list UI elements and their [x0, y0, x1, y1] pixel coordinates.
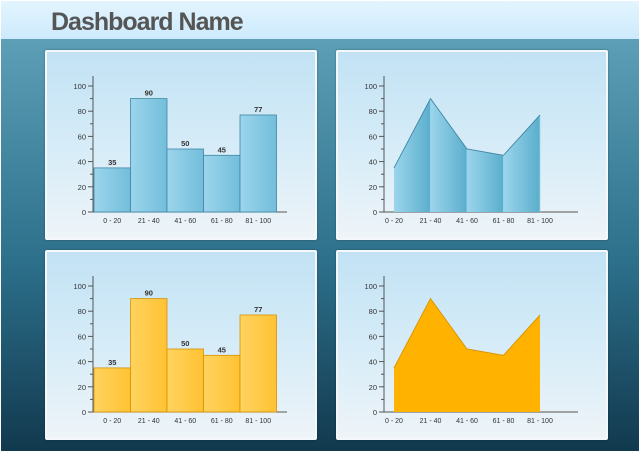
y-tick-label: 100 [364, 282, 377, 291]
x-tick-label: 0 - 20 [385, 418, 403, 425]
bar [93, 167, 131, 213]
bar [203, 154, 241, 213]
data-label: 45 [218, 345, 226, 354]
bar [93, 367, 131, 413]
y-tick-label: 40 [369, 158, 377, 167]
y-tick-label: 80 [78, 107, 86, 116]
bar-chart-orange: 0 20 40 60 80 100 35 90 50 45 77 0 - 20 21 - 40 41 - … [73, 276, 287, 425]
area-segment [430, 98, 467, 212]
x-tick-label: 41 - 60 [456, 218, 478, 225]
x-tick-label: 81 - 100 [245, 218, 271, 225]
data-label: 90 [145, 89, 153, 98]
area-segment [503, 114, 540, 212]
y-tick-label: 0 [82, 208, 86, 217]
data-label: 45 [218, 145, 226, 154]
bar [239, 114, 277, 213]
area-chart-orange: 0 20 40 60 80 100 0 - 20 21 - 40 41 - 60 61 - 80 8… [364, 276, 578, 425]
data-label: 77 [254, 105, 262, 114]
panel-area-chart-blue: 0 20 40 60 80 100 0 - 20 21 - 40 41 - 60 61 - 80 8… [336, 50, 608, 240]
y-tick-label: 60 [78, 332, 86, 341]
y-tick-label: 20 [78, 383, 86, 392]
bar [166, 148, 204, 213]
bar [166, 348, 204, 413]
y-tick-label: 80 [369, 107, 377, 116]
y-tick-label: 0 [373, 208, 377, 217]
y-tick-label: 20 [78, 183, 86, 192]
data-label: 50 [181, 139, 189, 148]
data-label: 35 [108, 158, 116, 167]
x-tick-label: 0 - 20 [103, 218, 121, 225]
y-tick-label: 60 [369, 332, 377, 341]
x-tick-label: 61 - 80 [493, 218, 515, 225]
area-chart-blue: 0 20 40 60 80 100 0 - 20 21 - 40 41 - 60 61 - 80 8… [364, 76, 578, 225]
y-tick-label: 40 [369, 358, 377, 367]
y-tick-label: 40 [78, 358, 86, 367]
panel-bar-chart-orange: 0 20 40 60 80 100 35 90 50 45 77 0 - 20 21 - 40 41 - … [45, 250, 317, 440]
x-tick-label: 81 - 100 [245, 418, 271, 425]
x-tick-label: 41 - 60 [174, 418, 196, 425]
area-line [393, 297, 541, 369]
panel-area-chart-orange: 0 20 40 60 80 100 0 - 20 21 - 40 41 - 60 61 - 80 8… [336, 250, 608, 440]
y-tick-label: 100 [73, 282, 86, 291]
area-segment [394, 98, 431, 212]
y-tick-label: 60 [369, 132, 377, 141]
data-label: 50 [181, 339, 189, 348]
y-tick-label: 20 [369, 383, 377, 392]
bar [203, 354, 241, 413]
data-label: 90 [145, 289, 153, 298]
bar-chart-blue: 0 20 40 60 80 100 35 90 50 45 77 0 - 20 21 - 40 41 - … [73, 76, 287, 225]
x-tick-label: 0 - 20 [103, 418, 121, 425]
y-tick-label: 80 [369, 307, 377, 316]
y-tick-label: 100 [364, 82, 377, 91]
y-tick-label: 0 [373, 408, 377, 417]
area-fill [394, 298, 540, 412]
x-tick-label: 61 - 80 [211, 218, 233, 225]
x-tick-label: 41 - 60 [456, 418, 478, 425]
bar [130, 98, 168, 213]
dashboard-title: Dashboard Name [51, 8, 244, 36]
bar [239, 314, 277, 413]
x-tick-label: 0 - 20 [385, 218, 403, 225]
panel-bar-chart-blue: 0 20 40 60 80 100 35 90 50 45 77 0 - 20 21 - 40 41 - … [45, 50, 317, 240]
y-tick-label: 100 [73, 82, 86, 91]
y-tick-label: 60 [78, 132, 86, 141]
x-tick-label: 21 - 40 [420, 218, 442, 225]
bar [130, 298, 168, 413]
y-tick-label: 40 [78, 158, 86, 167]
data-label: 77 [254, 305, 262, 314]
x-tick-label: 81 - 100 [527, 218, 553, 225]
y-tick-label: 80 [78, 307, 86, 316]
area-line [393, 97, 541, 169]
x-tick-label: 41 - 60 [174, 218, 196, 225]
x-tick-label: 21 - 40 [420, 418, 442, 425]
x-tick-label: 61 - 80 [493, 418, 515, 425]
x-tick-label: 81 - 100 [527, 418, 553, 425]
x-tick-label: 61 - 80 [211, 418, 233, 425]
data-label: 35 [108, 358, 116, 367]
area-segment [467, 149, 504, 212]
y-tick-label: 0 [82, 408, 86, 417]
x-tick-label: 21 - 40 [138, 218, 160, 225]
header-bar: Dashboard Name [1, 1, 639, 39]
y-tick-label: 20 [369, 183, 377, 192]
x-tick-label: 21 - 40 [138, 418, 160, 425]
